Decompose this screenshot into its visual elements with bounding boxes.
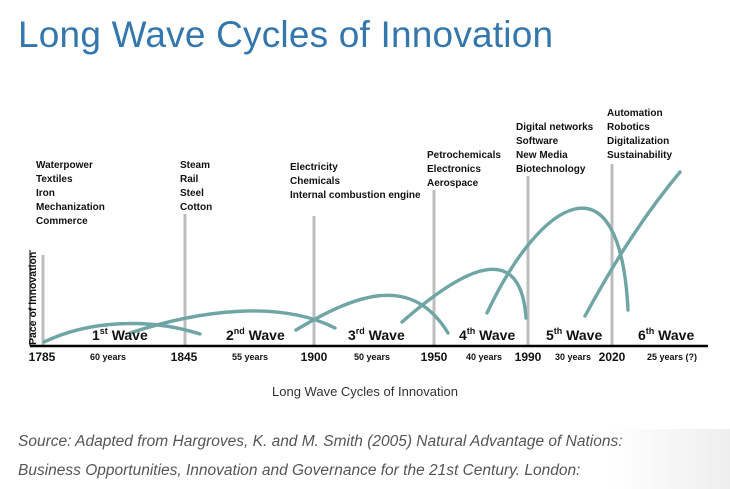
wave-label-2: 2nd Wave bbox=[226, 326, 285, 343]
figure-caption: Long Wave Cycles of Innovation bbox=[272, 384, 458, 399]
innovation-1-1: Waterpower bbox=[36, 160, 93, 171]
wave-curve-6 bbox=[583, 170, 682, 318]
wave-duration-5: 30 years bbox=[555, 352, 591, 362]
year-label-1990: 1990 bbox=[515, 350, 542, 364]
innovation-1-4: Mechanization bbox=[36, 202, 105, 213]
wave-label-1: 1st Wave bbox=[92, 326, 148, 343]
innovation-2-1: Steam bbox=[180, 160, 210, 171]
source-line-2: Business Opportunities, Innovation and G… bbox=[18, 462, 581, 479]
innovation-6-4: Sustainability bbox=[607, 150, 672, 161]
innovation-4-3: Aerospace bbox=[427, 178, 479, 189]
innovation-6-3: Digitalization bbox=[607, 136, 669, 147]
innovation-6-2: Robotics bbox=[607, 122, 650, 133]
innovation-5-4: Biotechnology bbox=[516, 164, 586, 175]
innovation-2-4: Cotton bbox=[180, 202, 212, 213]
innovation-4-2: Electronics bbox=[427, 164, 481, 175]
innovation-3-2: Chemicals bbox=[290, 176, 340, 187]
wave-duration-2: 55 years bbox=[232, 352, 268, 362]
wave-curve-4 bbox=[400, 267, 528, 324]
wave-label-4: 4th Wave bbox=[459, 326, 515, 343]
year-label-1950: 1950 bbox=[421, 350, 448, 364]
wave-duration-3: 50 years bbox=[354, 352, 390, 362]
wave-curve-3 bbox=[294, 293, 450, 335]
wave-curve-1 bbox=[42, 321, 202, 344]
wave-label-3: 3rd Wave bbox=[348, 326, 405, 343]
y-axis-label: Pace of innovation bbox=[27, 252, 39, 345]
long-wave-diagram: Pace of innovation 1785 1845 1900 1950 1990 20… bbox=[27, 108, 708, 364]
year-label-2020: 2020 bbox=[599, 350, 626, 364]
year-label-1900: 1900 bbox=[301, 350, 328, 364]
innovation-2-2: Rail bbox=[180, 174, 199, 185]
innovation-3-1: Electricity bbox=[290, 162, 338, 173]
innovation-5-1: Digital networks bbox=[516, 122, 594, 133]
wave-label-6: 6th Wave bbox=[638, 326, 694, 343]
source-line-1: Source: Adapted from Hargroves, K. and M… bbox=[18, 433, 623, 450]
page-title: Long Wave Cycles of Innovation bbox=[18, 14, 554, 55]
year-label-1845: 1845 bbox=[171, 350, 198, 364]
year-label-1785: 1785 bbox=[29, 350, 56, 364]
innovation-4-1: Petrochemicals bbox=[427, 150, 501, 161]
wave-duration-6: 25 years (?) bbox=[647, 352, 697, 362]
innovation-3-3: Internal combustion engine bbox=[290, 190, 421, 201]
innovation-5-3: New Media bbox=[516, 150, 568, 161]
wave-duration-4: 40 years bbox=[466, 352, 502, 362]
corner-shade bbox=[610, 429, 730, 489]
innovation-1-5: Commerce bbox=[36, 216, 88, 227]
innovation-5-2: Software bbox=[516, 136, 559, 147]
wave-curve-5 bbox=[485, 206, 630, 315]
innovation-1-2: Textiles bbox=[36, 174, 73, 185]
innovation-6-1: Automation bbox=[607, 108, 663, 119]
innovation-2-3: Steel bbox=[180, 188, 204, 199]
wave-duration-1: 60 years bbox=[90, 352, 126, 362]
wave-label-5: 5th Wave bbox=[546, 326, 602, 343]
innovation-1-3: Iron bbox=[36, 188, 55, 199]
